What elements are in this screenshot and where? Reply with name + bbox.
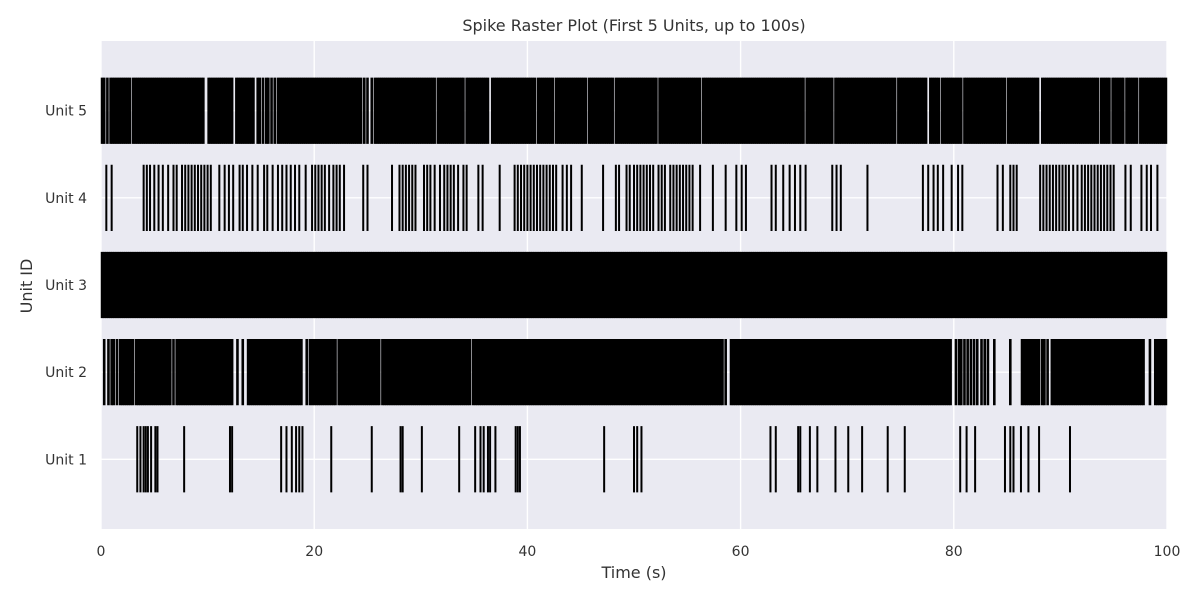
y-tick-label: Unit 4 bbox=[45, 191, 87, 207]
x-axis-ticks: 0 20 40 60 80 100 bbox=[97, 544, 1181, 560]
y-tick-label: Unit 2 bbox=[45, 365, 87, 381]
y-tick-label: Unit 3 bbox=[45, 278, 87, 294]
y-axis-label: Unit ID bbox=[17, 259, 36, 314]
spike-train-unit-2 bbox=[102, 339, 1168, 406]
x-tick-label: 100 bbox=[1154, 544, 1181, 560]
chart-title: Spike Raster Plot (First 5 Units, up to … bbox=[462, 16, 805, 35]
y-tick-label: Unit 5 bbox=[45, 104, 87, 120]
x-tick-label: 60 bbox=[732, 544, 750, 560]
x-tick-label: 40 bbox=[518, 544, 536, 560]
x-axis-label: Time (s) bbox=[600, 563, 666, 582]
x-tick-label: 20 bbox=[305, 544, 323, 560]
spike-train-unit-5 bbox=[100, 77, 1168, 144]
y-axis-ticks: Unit 1 Unit 2 Unit 3 Unit 4 Unit 5 bbox=[45, 104, 87, 469]
x-tick-label: 80 bbox=[945, 544, 963, 560]
spike-train-unit-1 bbox=[136, 426, 1071, 493]
spike-train-unit-4 bbox=[105, 164, 1159, 231]
y-tick-label: Unit 1 bbox=[45, 452, 87, 468]
spike-trains bbox=[100, 77, 1168, 493]
spike-train-unit-3 bbox=[100, 251, 1168, 319]
x-tick-label: 0 bbox=[97, 544, 106, 560]
